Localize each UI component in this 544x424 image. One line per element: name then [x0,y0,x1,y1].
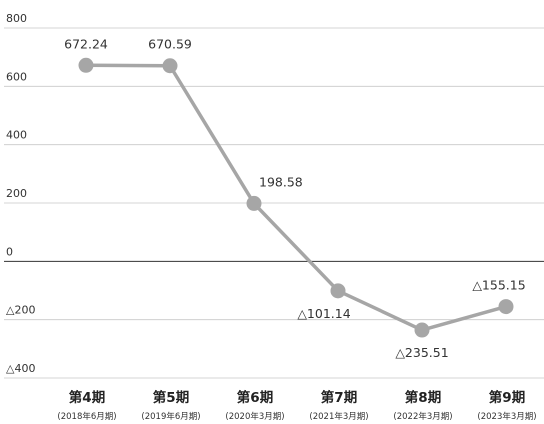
data-point [162,58,178,74]
series-polyline [84,63,508,332]
x-category-label: 第4期 [69,389,105,406]
y-axis-tick-labels: 800 600 400 200 0 △200 △400 [6,12,35,375]
y-tick-label: 0 [6,245,13,258]
x-category-label: 第6期 [237,389,273,406]
series-line [84,63,508,332]
y-tick-label: 600 [6,70,27,83]
x-category-sublabel: (2023年3月期) [477,411,536,422]
grid-lines [4,27,544,379]
x-category-sublabel: (2021年3月期) [309,411,368,422]
data-point [78,57,94,73]
data-label: △235.51 [395,345,448,360]
x-category-sublabel: (2018年6月期) [57,411,116,422]
data-point [246,195,262,211]
x-category-sublabel: (2020年3月期) [225,411,284,422]
data-label: 198.58 [259,174,303,189]
x-category-label: 第7期 [321,389,357,406]
y-tick-label: 200 [6,187,27,200]
x-category-label: 第5期 [153,389,189,406]
y-tick-label: △200 [6,304,35,317]
x-category-label: 第8期 [405,389,441,406]
data-label: 670.59 [148,37,192,52]
data-point [498,299,514,315]
y-tick-label: 800 [6,12,27,25]
y-tick-label: △400 [6,362,35,375]
data-label: △101.14 [297,306,350,321]
data-points [78,57,514,338]
data-label: 672.24 [64,36,108,51]
data-label: △155.15 [472,278,525,293]
x-category-label: 第9期 [489,389,525,406]
x-category-sublabel: (2019年6月期) [141,411,200,422]
y-tick-label: 400 [6,129,27,142]
x-axis-labels: 第4期 (2018年6月期) 第5期 (2019年6月期) 第6期 (2020年3月期) 第… [57,389,536,422]
x-category-sublabel: (2022年3月期) [393,411,452,422]
data-labels: 672.24 670.59 198.58 △101.14 △235.51 △155.15 [64,36,526,360]
data-point [330,283,346,299]
data-point [414,322,430,338]
